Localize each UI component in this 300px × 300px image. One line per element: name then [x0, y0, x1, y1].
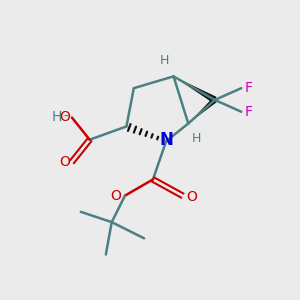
Text: O: O: [186, 190, 197, 204]
Text: H: H: [192, 132, 201, 145]
Text: -: -: [63, 110, 68, 124]
Polygon shape: [174, 76, 217, 103]
Text: H: H: [51, 110, 62, 124]
Text: F: F: [245, 105, 253, 119]
Text: H: H: [160, 54, 169, 67]
Text: O: O: [60, 155, 70, 169]
Text: O: O: [111, 189, 122, 202]
Polygon shape: [188, 98, 217, 124]
Text: N: N: [159, 131, 173, 149]
Text: F: F: [245, 81, 253, 95]
Text: O: O: [60, 110, 70, 124]
